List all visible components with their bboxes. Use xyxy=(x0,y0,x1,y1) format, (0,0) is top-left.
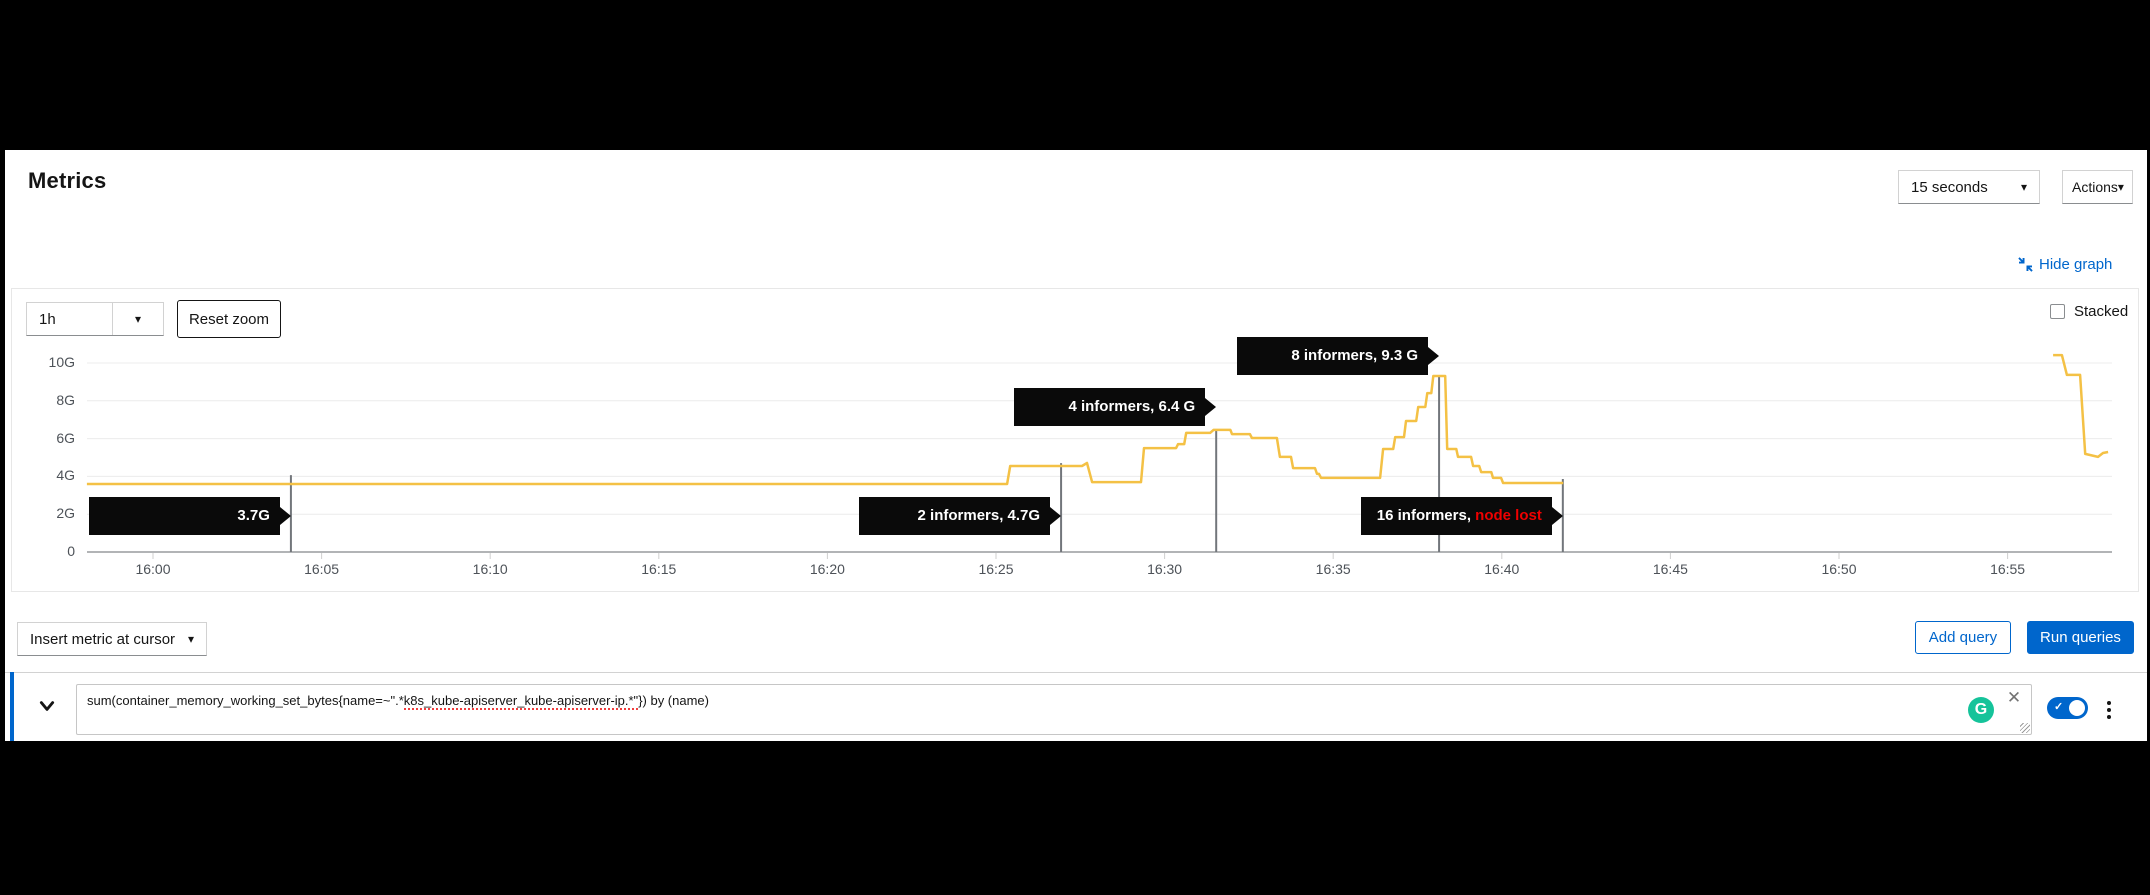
x-axis-label: 16:05 xyxy=(304,561,340,577)
y-axis-label: 6G xyxy=(56,429,75,446)
x-axis-label: 16:40 xyxy=(1484,561,1520,577)
x-axis-label: 16:50 xyxy=(1821,561,1857,577)
insert-metric-value: Insert metric at cursor xyxy=(30,630,176,648)
duration-select[interactable]: 1h ▾ xyxy=(26,302,164,336)
hide-graph-label: Hide graph xyxy=(2039,256,2113,273)
insert-metric-select[interactable]: Insert metric at cursor ▾ xyxy=(17,622,207,656)
y-axis-label: 8G xyxy=(56,391,75,408)
page-title: Metrics xyxy=(28,168,107,193)
x-axis-label: 16:00 xyxy=(135,561,171,577)
y-axis-label: 0 xyxy=(67,543,75,559)
annotation-callout: 16 informers, node lost xyxy=(1360,497,1552,535)
duration-value: 1h xyxy=(39,310,56,328)
caret-down-icon: ▾ xyxy=(187,632,194,646)
stacked-checkbox[interactable] xyxy=(2050,304,2065,319)
query-text-post: }) by (name) xyxy=(638,693,709,708)
x-axis-label: 16:45 xyxy=(1652,561,1688,577)
kebab-menu-icon[interactable] xyxy=(2100,698,2118,722)
caret-down-icon: ▾ xyxy=(2020,180,2027,194)
caret-down-icon: ▾ xyxy=(134,312,142,326)
query-card-accent-bar xyxy=(10,672,14,741)
actions-value: Actions xyxy=(2072,179,2118,195)
reset-zoom-button[interactable]: Reset zoom xyxy=(177,300,281,338)
collapse-query-chevron-icon[interactable] xyxy=(38,697,58,717)
annotation-callout: 2 informers, 4.7G xyxy=(859,497,1051,535)
refresh-interval-select[interactable]: 15 seconds ▾ xyxy=(1898,170,2040,204)
stacked-checkbox-group[interactable]: Stacked xyxy=(2050,303,2128,320)
query-text-misspelled: k8s_kube-apiserver_kube-apiserver-ip.*" xyxy=(403,693,639,710)
annotation-callout: 8 informers, 9.3 G xyxy=(1237,337,1429,375)
caret-down-icon: ▾ xyxy=(2117,180,2124,194)
actions-select[interactable]: Actions ▾ xyxy=(2062,170,2133,204)
y-axis-label: 10G xyxy=(48,354,75,370)
run-queries-button[interactable]: Run queries xyxy=(2027,621,2134,654)
compress-icon xyxy=(2018,257,2033,272)
stacked-label: Stacked xyxy=(2074,303,2129,320)
annotation-callout: 4 informers, 6.4 G xyxy=(1014,388,1206,426)
caret-cell: ▾ xyxy=(112,303,163,335)
query-input[interactable]: sum(container_memory_working_set_bytes{n… xyxy=(76,684,2032,735)
x-axis-label: 16:25 xyxy=(978,561,1014,577)
annotation-callout: 3.7G xyxy=(88,497,280,535)
grammarly-icon[interactable]: G xyxy=(1968,697,1994,723)
y-axis-label: 2G xyxy=(56,505,75,522)
refresh-interval-value: 15 seconds xyxy=(1911,178,1988,196)
x-axis-label: 16:10 xyxy=(472,561,508,577)
query-enabled-toggle[interactable]: ✓ xyxy=(2047,697,2088,719)
add-query-button[interactable]: Add query xyxy=(1915,621,2011,654)
query-card-divider xyxy=(5,672,2147,673)
x-axis-label: 16:35 xyxy=(1315,561,1351,577)
textarea-resize-handle[interactable] xyxy=(2020,723,2030,733)
check-icon: ✓ xyxy=(2054,701,2064,713)
x-axis-label: 16:30 xyxy=(1147,561,1183,577)
y-axis-label: 4G xyxy=(56,467,75,484)
x-axis-label: 16:55 xyxy=(1990,561,2026,577)
chart-plot-area[interactable] xyxy=(87,352,2112,552)
query-text-pre: sum(container_memory_working_set_bytes{n… xyxy=(87,693,404,708)
x-axis-label: 16:20 xyxy=(809,561,845,577)
toggle-knob xyxy=(2069,700,2085,716)
close-icon[interactable]: ✕ xyxy=(2006,688,2022,707)
x-axis-label: 16:15 xyxy=(641,561,677,577)
hide-graph-link[interactable]: Hide graph xyxy=(2018,256,2138,273)
